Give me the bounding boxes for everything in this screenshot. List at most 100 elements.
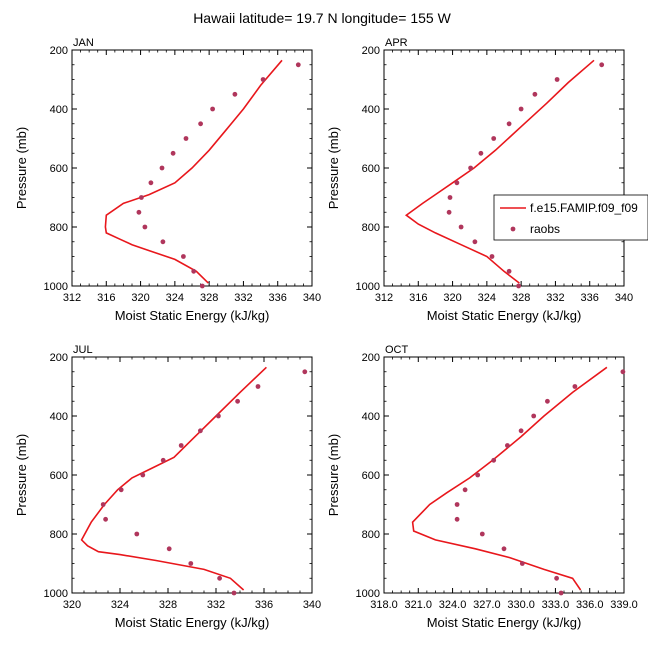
obs-point [472,239,478,245]
model-line [80,366,267,591]
obs-point [458,224,464,230]
x-axis-label: Moist Static Energy (kJ/kg) [427,308,582,323]
plot-frame [383,49,625,287]
obs-point [140,472,146,478]
obs-point [599,62,605,68]
y-tick-label: 400 [362,104,380,116]
y-axis-label: Pressure (mb) [326,127,341,209]
obs-point [454,502,460,507]
y-tick-label: 200 [50,352,68,364]
legend-model-label: f.e15.FAMIP.f09_f09 [530,201,638,215]
obs-point [532,91,538,97]
obs-point [620,369,626,375]
x-tick-label: 324 [111,599,129,611]
obs-point [210,106,216,112]
x-tick-label: 333.0 [542,599,570,611]
x-tick-label: 332 [234,292,252,304]
model-line [411,366,608,591]
x-tick-label: 336 [581,292,599,304]
x-tick-label: 339.0 [610,599,638,611]
obs-point [235,398,241,404]
plot-frame [71,356,313,594]
obs-point [518,428,524,434]
obs-point [479,531,485,537]
obs-point [446,209,452,215]
legend-box [493,194,648,241]
obs-point [475,472,481,478]
panels: JAN 312 316 320 324 328 332 336 340 200 400 600 800 1… [14,37,638,630]
x-axis-label: Moist Static Energy (kJ/kg) [427,615,582,630]
x-axis-label: Moist Static Energy (kJ/kg) [115,615,270,630]
obs-point [148,180,154,186]
x-tick-label: 336 [255,599,273,611]
obs-point [447,195,453,200]
obs-point [531,413,537,419]
obs-point [260,77,266,82]
y-tick-label: 200 [362,352,380,364]
x-tick-label: 320 [63,599,81,611]
y-tick-label: 400 [50,411,68,423]
panel-jul: JUL 320 324 328 332 336 340 200 400 600 800 1000 Moi… [14,344,321,630]
obs-point [468,165,473,171]
legend-obs-marker [510,226,516,232]
y-tick-label: 400 [362,411,380,423]
x-tick-label: 328 [512,292,530,304]
obs-point [231,590,237,596]
obs-point [217,575,223,581]
x-tick-label: 328 [200,292,218,304]
model-line [104,59,283,284]
obs-point [558,590,564,596]
y-tick-label: 600 [362,163,380,175]
obs-point [198,428,203,434]
obs-point [491,136,497,141]
x-tick-label: 318.0 [370,599,398,611]
panel-apr: APR 312 316 320 324 328 332 336 340 200 400 600 800 1… [326,37,633,323]
x-tick-label: 336.0 [576,599,604,611]
obs-point [302,369,308,375]
obs-point [191,268,197,274]
obs-point [554,575,559,581]
y-tick-label: 1000 [356,281,380,293]
x-tick-label: 330.0 [507,599,535,611]
obs-point [554,77,560,82]
y-tick-label: 800 [50,222,68,234]
x-tick-label: 332 [207,599,225,611]
obs-point [183,136,189,141]
legend: f.e15.FAMIP.f09_f09 raobs [493,194,648,241]
panel-label: APR [385,37,408,49]
obs-point [118,487,124,493]
obs-point [100,502,106,507]
y-tick-label: 200 [362,45,380,57]
y-axis-label: Pressure (mb) [14,127,29,209]
obs-point [188,561,194,566]
obs-point [489,254,495,259]
obs-point [160,239,166,245]
panel-oct: OCT 318.0 321.0 324.0 327.0 330.0 333.0 336.0 33… [326,344,638,630]
obs-point [103,516,108,522]
obs-point [255,384,261,389]
y-tick-label: 600 [50,163,68,175]
obs-point [295,62,301,68]
x-tick-label: 328 [159,599,177,611]
figure-title: Hawaii latitude= 19.7 N longitude= 155 W [193,10,451,26]
panel-label: JAN [73,37,94,49]
x-tick-label: 312 [375,292,393,304]
x-tick-label: 324 [478,292,496,304]
x-tick-label: 321.0 [405,599,433,611]
obs-point [178,443,184,448]
obs-point [139,195,144,200]
obs-point [491,457,497,463]
obs-point [198,121,204,127]
obs-point [545,398,550,404]
x-tick-label: 320 [443,292,461,304]
plot-frame [383,356,625,594]
obs-point [506,121,512,127]
y-axis-label: Pressure (mb) [326,434,341,516]
obs-point [518,106,524,112]
x-tick-label: 316 [409,292,427,304]
x-tick-label: 324.0 [439,599,467,611]
x-tick-label: 340 [303,599,321,611]
y-tick-label: 600 [362,470,380,482]
x-tick-label: 320 [131,292,149,304]
model-line [404,59,595,284]
